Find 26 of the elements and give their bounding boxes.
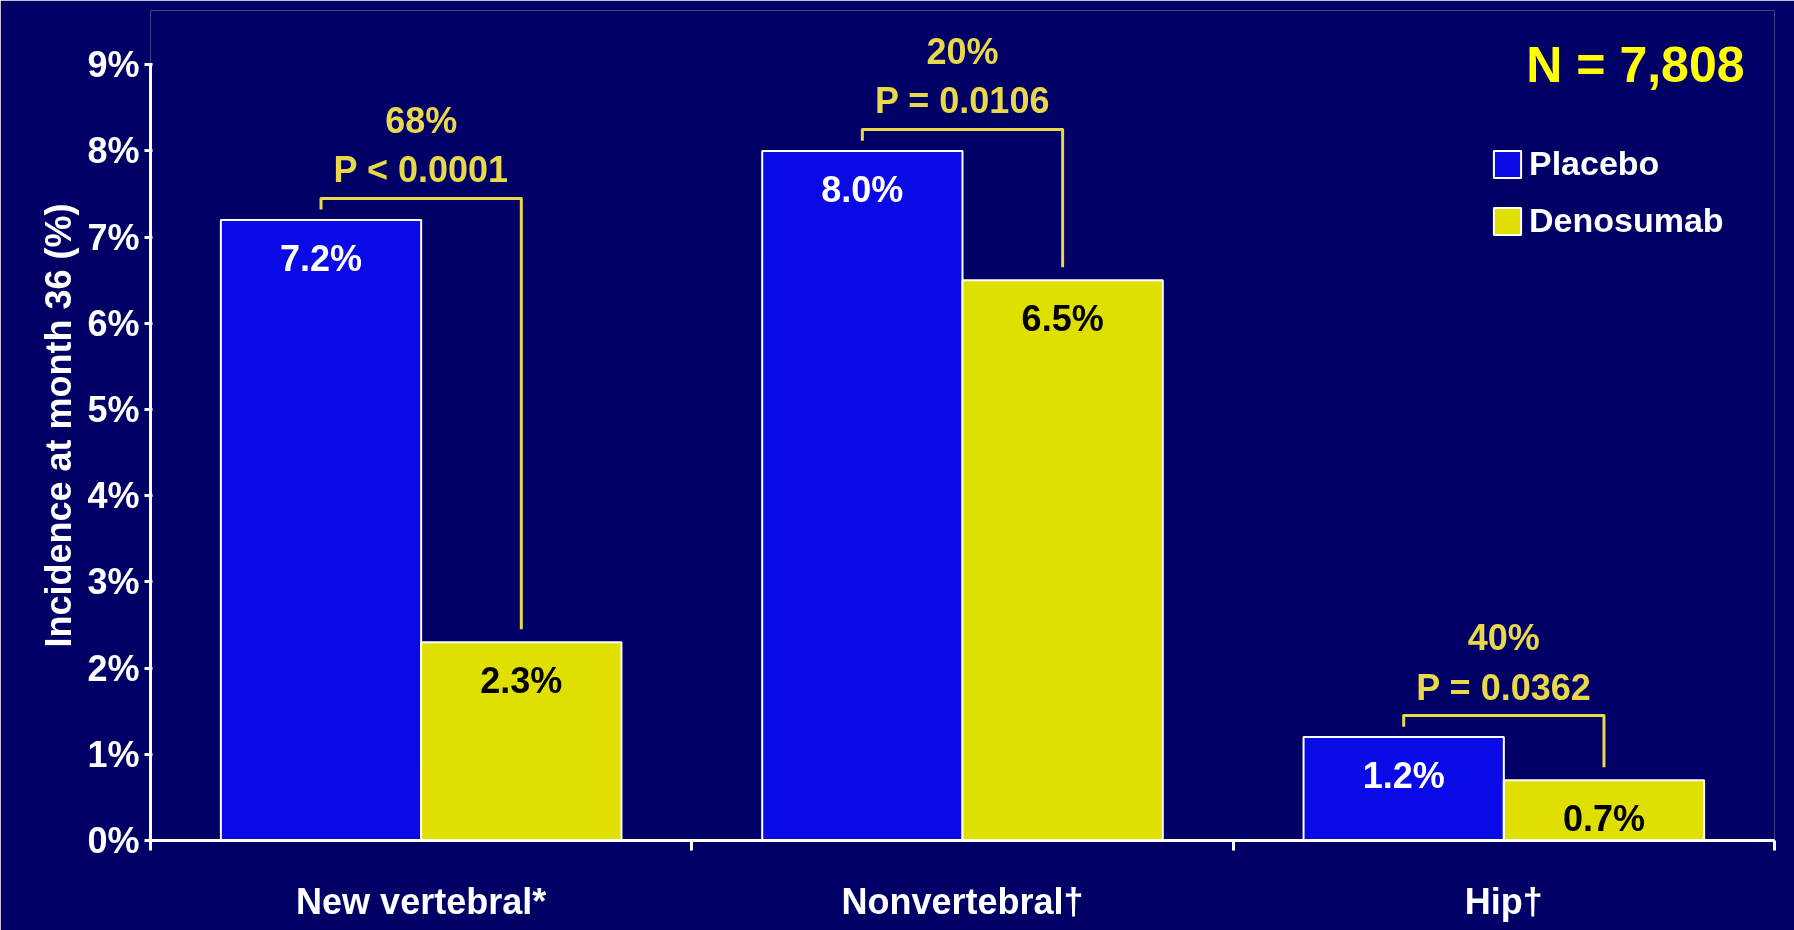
y-tick-label: 5% — [87, 389, 140, 431]
y-tick-label: 4% — [87, 475, 140, 517]
data-label: 8.0% — [821, 168, 904, 210]
y-tick-label: 3% — [87, 561, 140, 603]
y-tick-label: 1% — [87, 733, 140, 775]
y-tick-label: 0% — [87, 820, 140, 861]
data-label: 6.5% — [1021, 298, 1104, 340]
y-tick-label: 9% — [87, 44, 140, 86]
legend-label: Denosumab — [1529, 201, 1724, 240]
x-tick-label: Nonvertebral† — [841, 880, 1084, 922]
data-label: 0.7% — [1562, 798, 1646, 840]
data-label: 7.2% — [279, 237, 363, 279]
x-tick-label: Hip† — [1464, 880, 1543, 922]
y-tick-label: 6% — [87, 302, 140, 344]
y-tick-label: 2% — [87, 647, 140, 689]
x-tick-label: New vertebral* — [296, 880, 547, 922]
y-tick-label: 7% — [87, 216, 140, 258]
y-tick-label: 8% — [87, 130, 140, 172]
legend-label: Placebo — [1529, 144, 1660, 183]
y-axis-title: Incidence at month 36 (%) — [38, 203, 80, 648]
annotation: 20% P = 0.0106 — [874, 31, 1050, 122]
annotation: N = 7,808 — [1526, 36, 1745, 93]
data-label: 1.2% — [1362, 755, 1445, 797]
data-label: 2.3% — [480, 660, 563, 702]
annotation: 68% P < 0.0001 — [333, 100, 509, 191]
annotation: 40% P = 0.0362 — [1416, 617, 1591, 708]
